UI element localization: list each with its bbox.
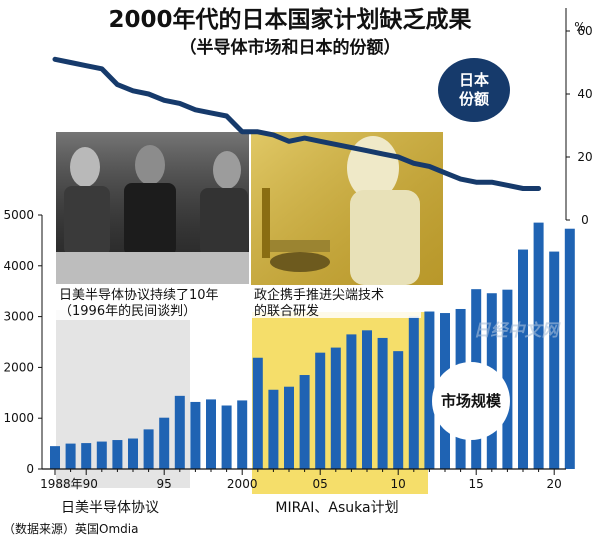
line-series-japan-share xyxy=(52,56,542,191)
bar xyxy=(252,357,263,469)
x-tick-label: 05 xyxy=(313,477,328,491)
right-tick-label: 20 xyxy=(577,150,592,164)
bar xyxy=(424,311,435,469)
left-tick-label: 3000 xyxy=(3,310,34,324)
chart-title: 2000年代的日本国家计划缺乏成果 xyxy=(108,6,471,33)
x-tick-label: 20 xyxy=(547,477,562,491)
bar xyxy=(221,405,232,469)
bar xyxy=(128,438,138,469)
market-badge xyxy=(432,362,510,440)
band-left-label: 日美半导体协议 xyxy=(61,500,159,516)
bar xyxy=(346,334,357,469)
bar xyxy=(533,222,544,469)
right-axis-ticks: 0 20 40 60 xyxy=(566,24,593,227)
band-right-label: MIRAI、Asuka计划 xyxy=(275,500,398,516)
bar xyxy=(284,386,294,469)
bar xyxy=(393,351,404,469)
left-tick-label: 2000 xyxy=(3,360,34,374)
x-axis-ticks: 1988年90 95 2000 05 10 15 20 xyxy=(40,469,562,491)
bar xyxy=(143,429,154,469)
bar xyxy=(299,375,310,469)
caption-right-line2: 的联合研发 xyxy=(254,303,319,319)
x-tick-label: 10 xyxy=(391,477,406,491)
caption-right-bg xyxy=(251,285,421,318)
x-tick-label: 95 xyxy=(157,477,172,491)
photo-executives xyxy=(56,132,249,284)
bar xyxy=(377,337,388,469)
bar xyxy=(502,289,513,469)
bar xyxy=(315,352,326,469)
bar xyxy=(549,251,560,469)
photo-clean-room xyxy=(251,132,443,285)
bar xyxy=(174,395,185,469)
bar xyxy=(96,441,107,469)
caption-left-line1: 日美半导体协议持续了10年 xyxy=(59,288,219,303)
caption-right-line1: 政企携手推进尖端技术 xyxy=(254,287,384,303)
bar xyxy=(81,443,92,469)
right-tick-label: 0 xyxy=(581,213,589,227)
bar xyxy=(564,228,575,469)
watermark: 日经中文网 xyxy=(474,321,562,341)
bar xyxy=(112,440,123,469)
right-tick-label: 60 xyxy=(577,24,592,38)
x-tick-label: 15 xyxy=(469,477,484,491)
chart-subtitle: （半导体市场和日本的份额） xyxy=(180,37,401,58)
market-badge-label: 市场规模 xyxy=(441,392,502,410)
left-tick-label: 1000 xyxy=(3,411,34,425)
bar xyxy=(268,389,279,469)
bar xyxy=(65,443,76,469)
bar xyxy=(206,399,216,469)
share-badge-line1: 日本 xyxy=(459,71,489,89)
left-axis-ticks: 0 1000 2000 3000 4000 5000 xyxy=(3,208,42,476)
bar xyxy=(50,446,60,469)
caption-left-bg xyxy=(56,284,249,320)
bar xyxy=(362,330,372,469)
left-tick-label: 0 xyxy=(26,462,34,476)
bar xyxy=(518,249,528,469)
band-japan-us-agreement xyxy=(56,310,190,488)
left-tick-label: 5000 xyxy=(3,208,34,222)
x-tick-label: 2000 xyxy=(227,477,258,491)
share-badge-line2: 份额 xyxy=(459,90,489,108)
share-badge xyxy=(438,58,510,122)
bar xyxy=(159,417,170,469)
bar xyxy=(408,316,419,469)
bar xyxy=(237,400,248,469)
bar xyxy=(190,401,201,469)
right-axis-unit: % xyxy=(574,20,585,34)
caption-left-line2: （1996年的民间谈判） xyxy=(59,303,196,319)
bar xyxy=(330,347,341,469)
source-note: （数据来源）英国Omdia xyxy=(3,521,138,536)
right-tick-label: 40 xyxy=(577,87,592,101)
x-tick-label: 1988年90 xyxy=(40,477,98,491)
left-tick-label: 4000 xyxy=(3,259,34,273)
